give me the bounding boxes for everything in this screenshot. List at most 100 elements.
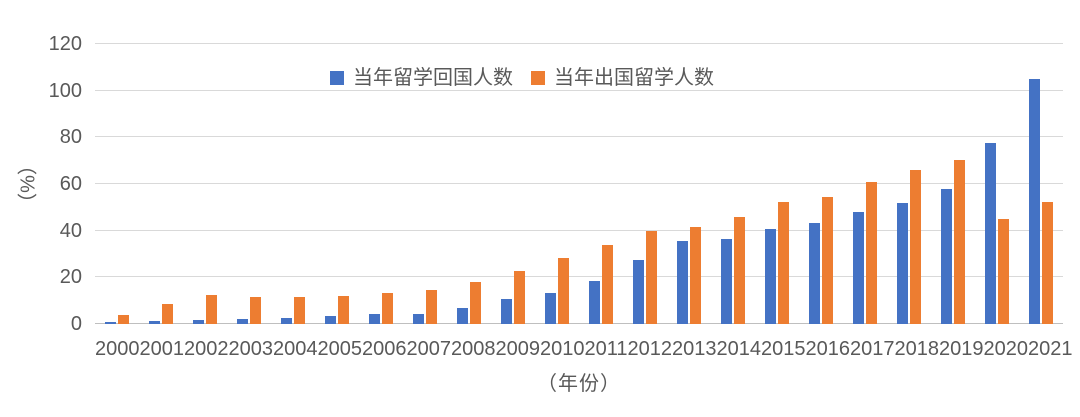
bar-abroad-2018 [910,169,921,324]
x-tick-label-2001: 2001 [139,338,185,360]
bar-group-2010 [535,44,579,324]
bar-group-2000 [95,44,139,324]
bar-returned-2003 [237,319,248,324]
bar-returned-2020 [985,142,996,324]
bar-abroad-2010 [558,257,569,324]
bar-group-2009 [491,44,535,324]
x-axis-labels: 2000 2001 2002 2003 2004 2005 2006 2007 2008 2009… [95,338,1073,360]
bar-abroad-2005 [338,296,349,324]
bar-abroad-2009 [514,270,525,324]
gridline-60 [95,183,1063,184]
bar-returned-2009 [501,298,512,324]
x-axis-line [95,323,1063,324]
x-tick-label-2017: 2017 [850,338,895,360]
bar-group-2015 [755,44,799,324]
bar-returned-2011 [589,280,600,324]
bar-returned-2008 [457,307,468,324]
y-tick-label-100: 100 [48,79,82,102]
bar-abroad-2015 [778,201,789,324]
bar-abroad-2001 [162,304,173,324]
x-tick-label-2019: 2019 [939,338,984,360]
plot-area [95,43,1063,324]
bar-returned-2006 [369,314,380,324]
x-tick-label-2018: 2018 [894,338,940,360]
gridline-100 [95,89,1063,91]
bar-abroad-2021 [1042,201,1053,324]
x-tick-label-2014: 2014 [716,338,762,360]
bar-group-2003 [227,44,271,324]
x-tick-label-2004: 2004 [273,338,318,360]
bar-returned-2000 [105,321,116,324]
legend: 当年留学回国人数 当年出国留学人数 [330,67,714,89]
x-tick-label-2015: 2015 [761,338,806,360]
x-tick-label-2000: 2000 [95,338,140,360]
bar-returned-2012 [633,260,644,324]
x-tick-label-2010: 2010 [540,338,585,360]
bar-group-2020 [975,44,1019,324]
x-tick-label-2007: 2007 [406,338,452,360]
legend-label-returned: 当年留学回国人数 [353,67,513,89]
y-tick-label-40: 40 [59,219,82,242]
bar-abroad-2013 [690,227,701,324]
bar-returned-2014 [721,238,732,324]
bar-group-2004 [271,44,315,324]
legend-item-abroad: 当年出国留学人数 [531,67,714,89]
bar-returned-2016 [809,222,820,324]
bar-abroad-2004 [294,297,305,324]
bar-returned-2019 [941,188,952,324]
bar-group-2002 [183,44,227,324]
x-tick-label-2011: 2011 [584,338,628,360]
y-tick-label-0: 0 [70,313,82,335]
x-tick-label-2002: 2002 [184,338,229,360]
bar-returned-2001 [149,321,160,324]
legend-swatch-blue-icon [330,71,344,85]
bar-returned-2015 [765,228,776,324]
bar-returned-2017 [853,211,864,324]
bar-group-2019 [931,44,975,324]
y-tick-label-80: 80 [59,126,82,149]
bar-returned-2010 [545,292,556,324]
x-tick-label-2016: 2016 [805,338,851,360]
bar-abroad-2007 [426,290,437,324]
bar-returned-2021 [1029,79,1040,324]
bar-abroad-2011 [602,244,613,324]
bar-group-2008 [447,44,491,324]
bar-group-2014 [711,44,755,324]
bar-abroad-2019 [954,159,965,324]
bar-abroad-2014 [734,216,745,324]
y-tick-label-60: 60 [59,173,82,195]
bar-group-2013 [667,44,711,324]
x-tick-label-2008: 2008 [451,338,496,360]
bar-returned-2018 [897,202,908,324]
bar-abroad-2008 [470,282,481,324]
bar-group-2007 [403,44,447,324]
gridline-40 [95,229,1063,231]
legend-swatch-orange-icon [531,71,545,85]
bar-returned-2004 [281,318,292,324]
bar-abroad-2020 [998,218,1009,324]
x-axis-title: （年份） [537,373,621,395]
bar-abroad-2003 [250,296,261,324]
bar-group-2018 [887,44,931,324]
x-tick-label-2020: 2020 [983,338,1029,360]
x-tick-label-2005: 2005 [317,338,363,360]
y-tick-label-20: 20 [59,266,82,289]
bar-group-2005 [315,44,359,324]
gridline-80 [95,136,1063,138]
bar-abroad-2016 [822,196,833,324]
bar-abroad-2000 [118,314,129,324]
bar-group-2006 [359,44,403,324]
bar-abroad-2006 [382,292,393,324]
x-tick-label-2021: 2021 [1028,338,1073,360]
bar-group-2001 [139,44,183,324]
legend-label-abroad: 当年出国留学人数 [554,67,714,89]
bar-group-2012 [623,44,667,324]
bar-group-2016 [799,44,843,324]
bar-returned-2005 [325,315,336,324]
bar-abroad-2002 [206,294,217,324]
bar-abroad-2017 [866,182,877,324]
bar-returned-2013 [677,241,688,324]
y-tick-label-120: 120 [48,33,82,55]
bar-group-2021 [1019,44,1063,324]
